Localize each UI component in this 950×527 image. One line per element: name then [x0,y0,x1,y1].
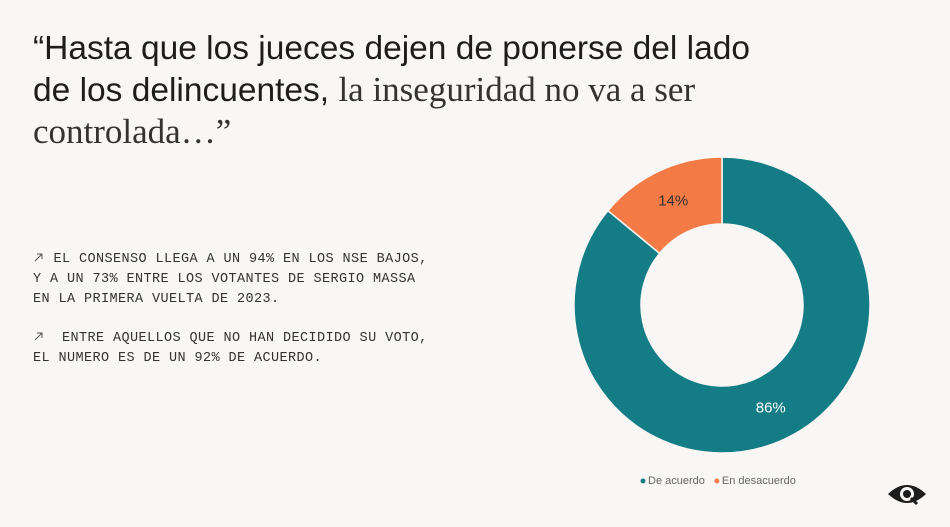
note-line: Y A UN 73% ENTRE LOS VOTANTES DE SERGIO … [33,270,428,290]
title: “Hasta que los jueces dejen de ponerse d… [33,28,793,153]
note-line: EL NUMERO ES DE UN 92% DE ACUERDO. [33,349,428,369]
slice-label: 86% [756,400,786,417]
arrow-icon [34,253,43,262]
note-text: ENTRE AQUELLOS QUE NO HAN DECIDIDO SU VO… [62,331,428,346]
arrow-icon [34,332,43,341]
note-text: Y A UN 73% ENTRE LOS VOTANTES DE SERGIO … [33,272,416,287]
note-line: EL CONSENSO LLEGA A UN 94% EN LOS NSE BA… [33,250,428,270]
note-text: EL NUMERO ES DE UN 92% DE ACUERDO. [33,351,323,366]
slice [573,156,871,454]
legend-label: De acuerdo [648,475,705,487]
note: ENTRE AQUELLOS QUE NO HAN DECIDIDO SU VO… [33,329,428,369]
legend-dot [640,478,646,484]
legend-label: En desacuerdo [722,475,796,487]
title-sans: “Hasta que los jueces dejen de ponerse d… [33,30,751,109]
note-text: EN LA PRIMERA VUELTA DE 2023. [33,292,280,307]
note-line: EN LA PRIMERA VUELTA DE 2023. [33,290,428,310]
slice [606,156,723,255]
legend-dot [714,478,720,484]
title-serif: la inseguridad no va a ser controlada…” [33,70,696,151]
note: EL CONSENSO LLEGA A UN 94% EN LOS NSE BA… [33,250,428,310]
slice-label: 14% [658,192,688,209]
logo [888,485,926,506]
note-text: EL CONSENSO LLEGA A UN 94% EN LOS NSE BA… [53,252,428,267]
note-line: ENTRE AQUELLOS QUE NO HAN DECIDIDO SU VO… [33,329,428,349]
